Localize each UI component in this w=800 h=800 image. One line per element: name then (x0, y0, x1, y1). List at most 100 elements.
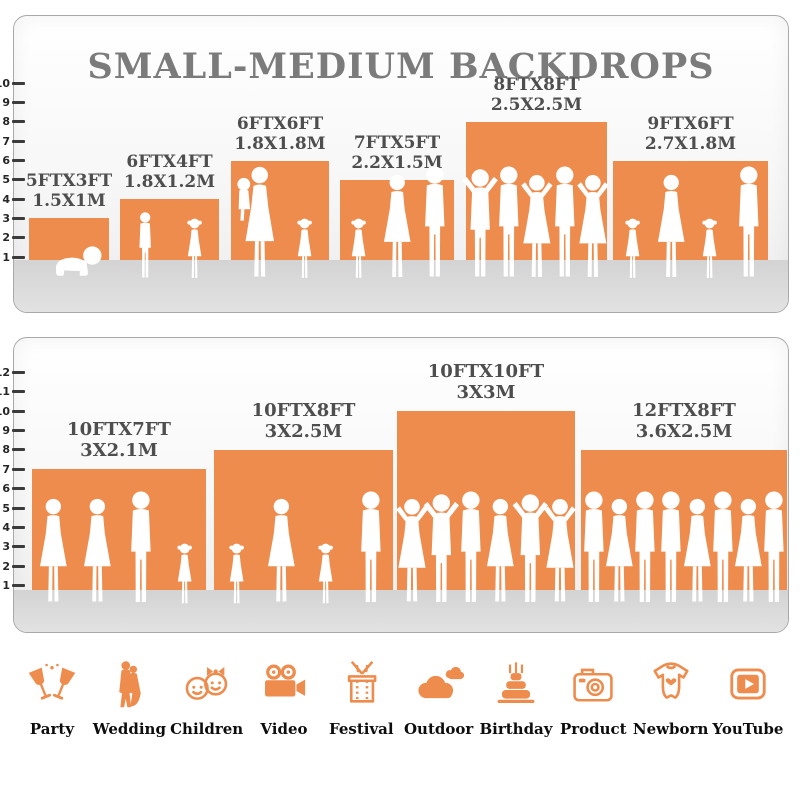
y-axis-tick (12, 525, 25, 529)
category-label: Birthday (479, 720, 553, 738)
size-feet-label: 9FTX6FT (647, 113, 734, 134)
y-axis-tick-label: 7 (2, 462, 10, 476)
backdrop-size-label: 10FTX10FT 3X3M (391, 361, 581, 403)
backdrop-size-label: 10FTX7FT 3X2.1M (24, 419, 214, 461)
size-meters-label: 2.7X1.8M (644, 133, 737, 154)
size-feet-label: 10FTX7FT (67, 419, 171, 441)
category-row: Party Wedding Children Video Festival Outdoor… (16, 658, 784, 738)
category-label: Product (559, 720, 627, 738)
festival-icon (335, 658, 387, 710)
backdrop-size-label: 10FTX8FT 3X2.5M (209, 400, 399, 442)
backdrop-size-label: 5FTX3FT 1.5X1M (0, 171, 164, 211)
product-icon (567, 658, 619, 710)
y-axis-tick-label: 2 (2, 559, 10, 573)
y-axis-tick-label: 9 (2, 423, 10, 437)
size-meters-label: 2.5X2.5M (490, 94, 583, 115)
backdrop-size-label: 7FTX5FT 2.2X1.5M (302, 133, 492, 173)
y-axis-tick (12, 101, 25, 105)
girl-silhouette (312, 543, 339, 605)
y-axis-tick (12, 370, 25, 374)
y-axis-tick-label: 4 (2, 192, 10, 206)
y-axis-tick (12, 197, 25, 201)
birthday-icon (490, 658, 542, 710)
size-meters-label: 3.6X2.5M (635, 420, 733, 442)
y-axis-tick-label: 12 (0, 365, 10, 379)
y-axis-tick-label: 4 (2, 520, 10, 534)
wedding-icon (103, 658, 155, 710)
y-axis-tick-label: 8 (2, 115, 10, 129)
size-feet-label: 10FTX8FT (251, 399, 356, 421)
y-axis-tick-label: 3 (2, 211, 10, 225)
y-axis-tick (12, 159, 25, 162)
y-axis-tick-label: 7 (2, 134, 10, 148)
category-youtube: YouTube (712, 658, 784, 738)
category-label: Children (170, 720, 244, 738)
size-meters-label: 1.8X1.2M (123, 172, 216, 193)
backdrop-size-label: 8FTX8FT 2.5X2.5M (442, 75, 632, 115)
y-axis-tick-label: 5 (2, 173, 10, 187)
boy-silhouette (131, 212, 159, 280)
category-outdoor: Outdoor (403, 658, 475, 738)
size-meters-label: 1.5X1M (32, 191, 106, 212)
page-title: SMALL-MEDIUM BACKDROPS (87, 46, 715, 87)
category-product: Product (557, 658, 629, 738)
category-festival: Festival (325, 658, 397, 738)
category-label: Wedding (92, 720, 166, 738)
y-axis-tick (12, 467, 25, 471)
size-feet-label: 5FTX3FT (25, 171, 113, 192)
backdrop-bar (231, 160, 329, 260)
size-feet-label: 8FTX8FT (493, 74, 580, 95)
size-feet-label: 10FTX10FT (427, 361, 545, 382)
backdrop-bar (32, 469, 206, 590)
category-label: Newborn (632, 720, 709, 738)
baby-silhouette (46, 243, 104, 280)
y-axis-tick (12, 178, 25, 182)
children-icon (181, 658, 233, 710)
category-label: Outdoor (403, 720, 474, 738)
y-axis-tick-label: 1 (2, 250, 10, 264)
size-feet-label: 6FTX6FT (236, 113, 324, 134)
y-axis-tick (12, 139, 25, 143)
category-newborn: Newborn (632, 658, 709, 738)
man-silhouette (118, 491, 164, 605)
y-axis-tick-label: 2 (2, 231, 10, 245)
woman-silhouette (76, 498, 119, 605)
y-axis-tick-label: 10 (0, 404, 10, 418)
man-silhouette (412, 166, 458, 280)
category-label: Party (29, 720, 75, 738)
girl-silhouette (696, 218, 723, 280)
category-wedding: Wedding (92, 658, 166, 738)
y-axis-tick-label: 9 (2, 96, 10, 110)
newborn-icon (645, 658, 697, 710)
girl-silhouette (181, 218, 208, 280)
y-axis-tick (12, 545, 25, 549)
backdrop-size-label: 6FTX4FT 1.8X1.2M (75, 152, 265, 192)
outdoor-icon (413, 658, 465, 710)
size-feet-label: 7FTX5FT (353, 132, 441, 153)
y-axis-tick-label: 3 (2, 540, 10, 554)
size-feet-label: 12FTX8FT (632, 399, 736, 421)
mom-silhouette (229, 166, 281, 280)
y-axis-tick (12, 120, 25, 124)
size-meters-label: 3X3M (456, 382, 516, 403)
backdrop-bar (397, 411, 575, 590)
size-meters-label: 1.8X1.8M (234, 133, 326, 154)
y-axis-tick-label: 8 (2, 443, 10, 457)
y-axis-tick (12, 390, 25, 394)
woman-silhouette (32, 498, 75, 605)
girl-silhouette (345, 218, 372, 280)
category-label: Video (260, 720, 308, 738)
man-silhouette (751, 491, 797, 605)
backdrop-size-label: 9FTX6FT 2.7X1.8M (596, 114, 786, 154)
y-axis-tick (12, 216, 25, 220)
y-axis-tick (12, 428, 25, 432)
y-axis-tick (12, 487, 25, 491)
size-meters-label: 2.2X1.5M (351, 152, 443, 173)
category-label: YouTube (712, 720, 784, 738)
girl-silhouette (223, 543, 250, 605)
y-axis-tick (12, 236, 25, 240)
girl-silhouette (171, 543, 198, 605)
y-axis-tick (12, 81, 25, 85)
woman-arms-silhouette (568, 172, 618, 280)
